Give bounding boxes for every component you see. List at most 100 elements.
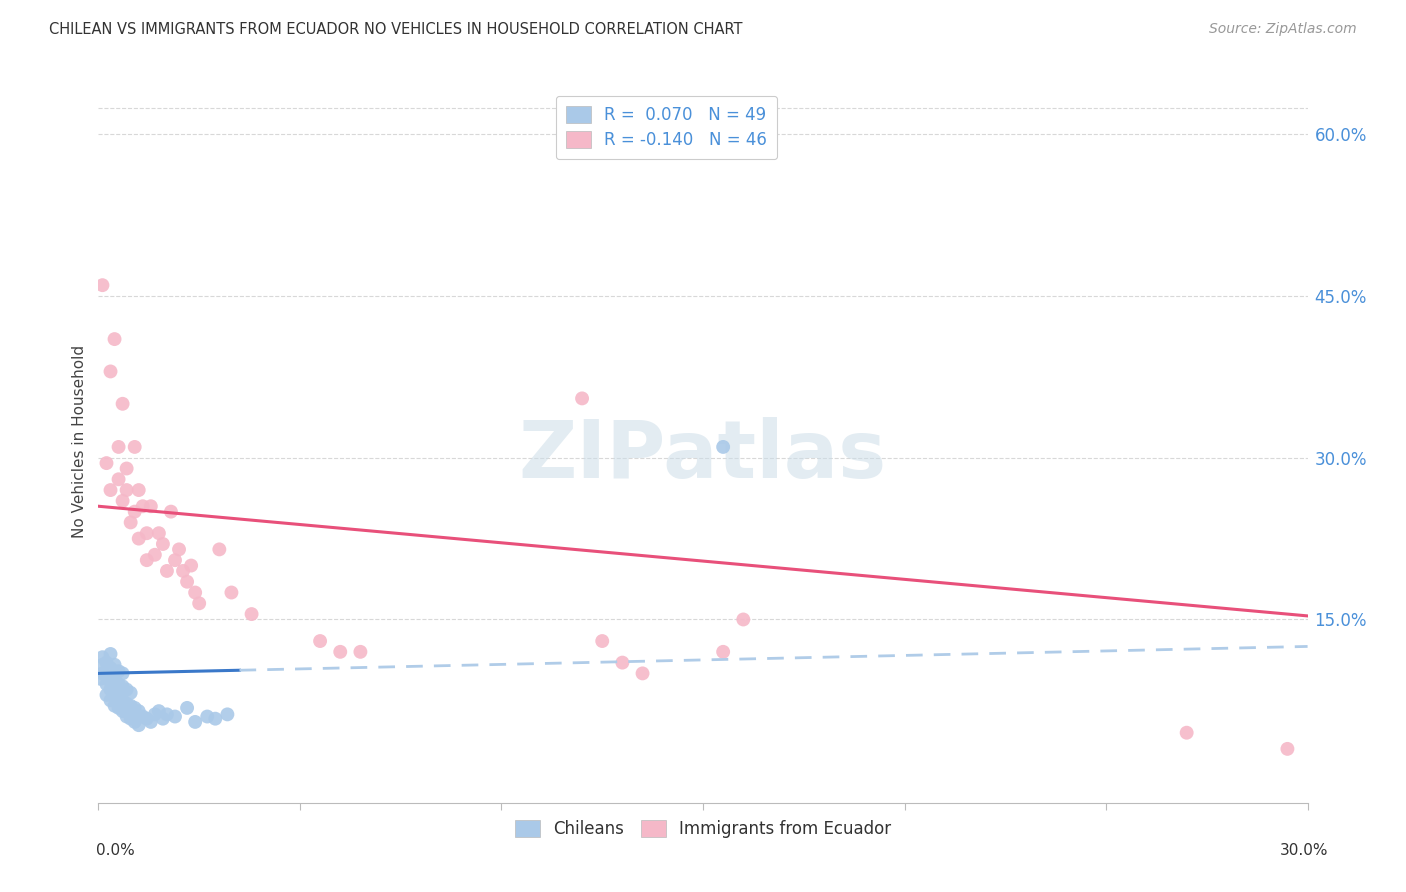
Point <box>128 704 150 718</box>
Text: 30.0%: 30.0% <box>1281 843 1329 858</box>
Point <box>143 707 166 722</box>
Point <box>100 483 122 497</box>
Point <box>711 645 734 659</box>
Point <box>100 675 122 690</box>
Point <box>120 698 142 713</box>
Point <box>240 607 263 621</box>
Point <box>111 693 134 707</box>
Point <box>124 714 146 729</box>
Point <box>120 686 142 700</box>
Point <box>172 564 194 578</box>
Point <box>111 704 134 718</box>
Point <box>176 701 198 715</box>
Point <box>221 585 243 599</box>
Point <box>96 668 118 682</box>
Point <box>124 440 146 454</box>
Point <box>132 709 155 723</box>
Point <box>107 690 129 705</box>
Point <box>120 712 142 726</box>
Point <box>96 688 118 702</box>
Point <box>107 677 129 691</box>
Point <box>111 493 134 508</box>
Text: 0.0%: 0.0% <box>96 843 135 858</box>
Point <box>124 505 146 519</box>
Point <box>103 698 125 713</box>
Point <box>91 657 114 672</box>
Point <box>135 526 157 541</box>
Point <box>148 704 170 718</box>
Point <box>733 612 755 626</box>
Point <box>111 397 134 411</box>
Point <box>135 712 157 726</box>
Text: ZIPatlas: ZIPatlas <box>519 417 887 495</box>
Point <box>184 585 207 599</box>
Point <box>115 709 138 723</box>
Point <box>103 332 125 346</box>
Point <box>217 707 239 722</box>
Point <box>156 707 179 722</box>
Point <box>184 714 207 729</box>
Point <box>91 666 114 681</box>
Point <box>329 645 352 659</box>
Point <box>195 709 218 723</box>
Point <box>176 574 198 589</box>
Point <box>124 701 146 715</box>
Point <box>1277 742 1299 756</box>
Point <box>89 672 111 686</box>
Text: CHILEAN VS IMMIGRANTS FROM ECUADOR NO VEHICLES IN HOUSEHOLD CORRELATION CHART: CHILEAN VS IMMIGRANTS FROM ECUADOR NO VE… <box>49 22 742 37</box>
Point <box>103 686 125 700</box>
Point <box>120 516 142 530</box>
Point <box>100 661 122 675</box>
Point <box>96 456 118 470</box>
Point <box>103 657 125 672</box>
Point <box>107 472 129 486</box>
Point <box>309 634 332 648</box>
Point <box>96 677 118 691</box>
Point <box>152 537 174 551</box>
Point <box>1175 725 1198 739</box>
Point <box>100 647 122 661</box>
Point <box>143 548 166 562</box>
Point <box>107 701 129 715</box>
Point <box>100 693 122 707</box>
Point <box>631 666 654 681</box>
Point <box>148 526 170 541</box>
Point <box>349 645 371 659</box>
Y-axis label: No Vehicles in Household: No Vehicles in Household <box>72 345 87 538</box>
Point <box>96 656 118 670</box>
Point <box>107 665 129 679</box>
Point <box>100 682 122 697</box>
Point <box>103 672 125 686</box>
Point <box>163 553 186 567</box>
Point <box>188 596 211 610</box>
Point <box>156 564 179 578</box>
Point <box>571 392 593 406</box>
Point <box>111 679 134 693</box>
Point <box>128 718 150 732</box>
Point <box>111 666 134 681</box>
Point <box>163 709 186 723</box>
Point <box>100 364 122 378</box>
Point <box>91 278 114 293</box>
Point <box>115 461 138 475</box>
Legend: Chileans, Immigrants from Ecuador: Chileans, Immigrants from Ecuador <box>508 814 898 845</box>
Point <box>115 682 138 697</box>
Point <box>711 440 734 454</box>
Point <box>128 532 150 546</box>
Point <box>167 542 190 557</box>
Point <box>208 542 231 557</box>
Point <box>135 553 157 567</box>
Point <box>132 500 155 514</box>
Point <box>115 483 138 497</box>
Point <box>160 505 183 519</box>
Point <box>152 712 174 726</box>
Point <box>107 440 129 454</box>
Point <box>128 483 150 497</box>
Text: Source: ZipAtlas.com: Source: ZipAtlas.com <box>1209 22 1357 37</box>
Point <box>180 558 202 573</box>
Point <box>139 500 162 514</box>
Point <box>91 650 114 665</box>
Point <box>591 634 613 648</box>
Point <box>139 714 162 729</box>
Point <box>612 656 634 670</box>
